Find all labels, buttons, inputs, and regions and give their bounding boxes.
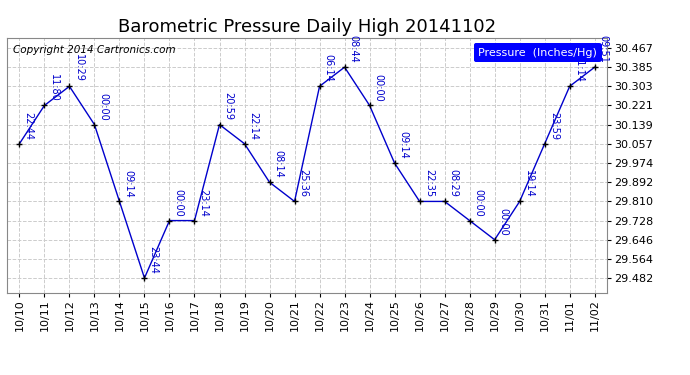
Text: 22:44: 22:44 — [23, 112, 34, 140]
Text: 09:14: 09:14 — [124, 170, 134, 197]
Text: 08:14: 08:14 — [274, 150, 284, 178]
Text: 11:80: 11:80 — [48, 74, 59, 101]
Legend: Pressure  (Inches/Hg): Pressure (Inches/Hg) — [474, 43, 602, 62]
Text: 21:14: 21:14 — [574, 54, 584, 82]
Text: 08:44: 08:44 — [348, 35, 359, 63]
Text: 23:59: 23:59 — [549, 112, 559, 140]
Text: 23:44: 23:44 — [148, 246, 159, 274]
Text: 22:14: 22:14 — [248, 112, 259, 140]
Text: 19:14: 19:14 — [524, 170, 534, 197]
Text: 00:00: 00:00 — [374, 74, 384, 101]
Text: 00:00: 00:00 — [499, 208, 509, 236]
Text: 23:14: 23:14 — [199, 189, 208, 216]
Text: Copyright 2014 Cartronics.com: Copyright 2014 Cartronics.com — [13, 45, 175, 55]
Title: Barometric Pressure Daily High 20141102: Barometric Pressure Daily High 20141102 — [118, 18, 496, 36]
Text: 20:59: 20:59 — [224, 92, 234, 120]
Text: 22:35: 22:35 — [424, 169, 434, 197]
Text: 06:14: 06:14 — [324, 54, 334, 82]
Text: 00:00: 00:00 — [99, 93, 108, 120]
Text: 08:29: 08:29 — [448, 170, 459, 197]
Text: 00:00: 00:00 — [174, 189, 184, 216]
Text: 09:14: 09:14 — [399, 131, 408, 159]
Text: 10:29: 10:29 — [74, 54, 83, 82]
Text: 00:00: 00:00 — [474, 189, 484, 216]
Text: 25:36: 25:36 — [299, 169, 308, 197]
Text: 09:51: 09:51 — [599, 35, 609, 63]
